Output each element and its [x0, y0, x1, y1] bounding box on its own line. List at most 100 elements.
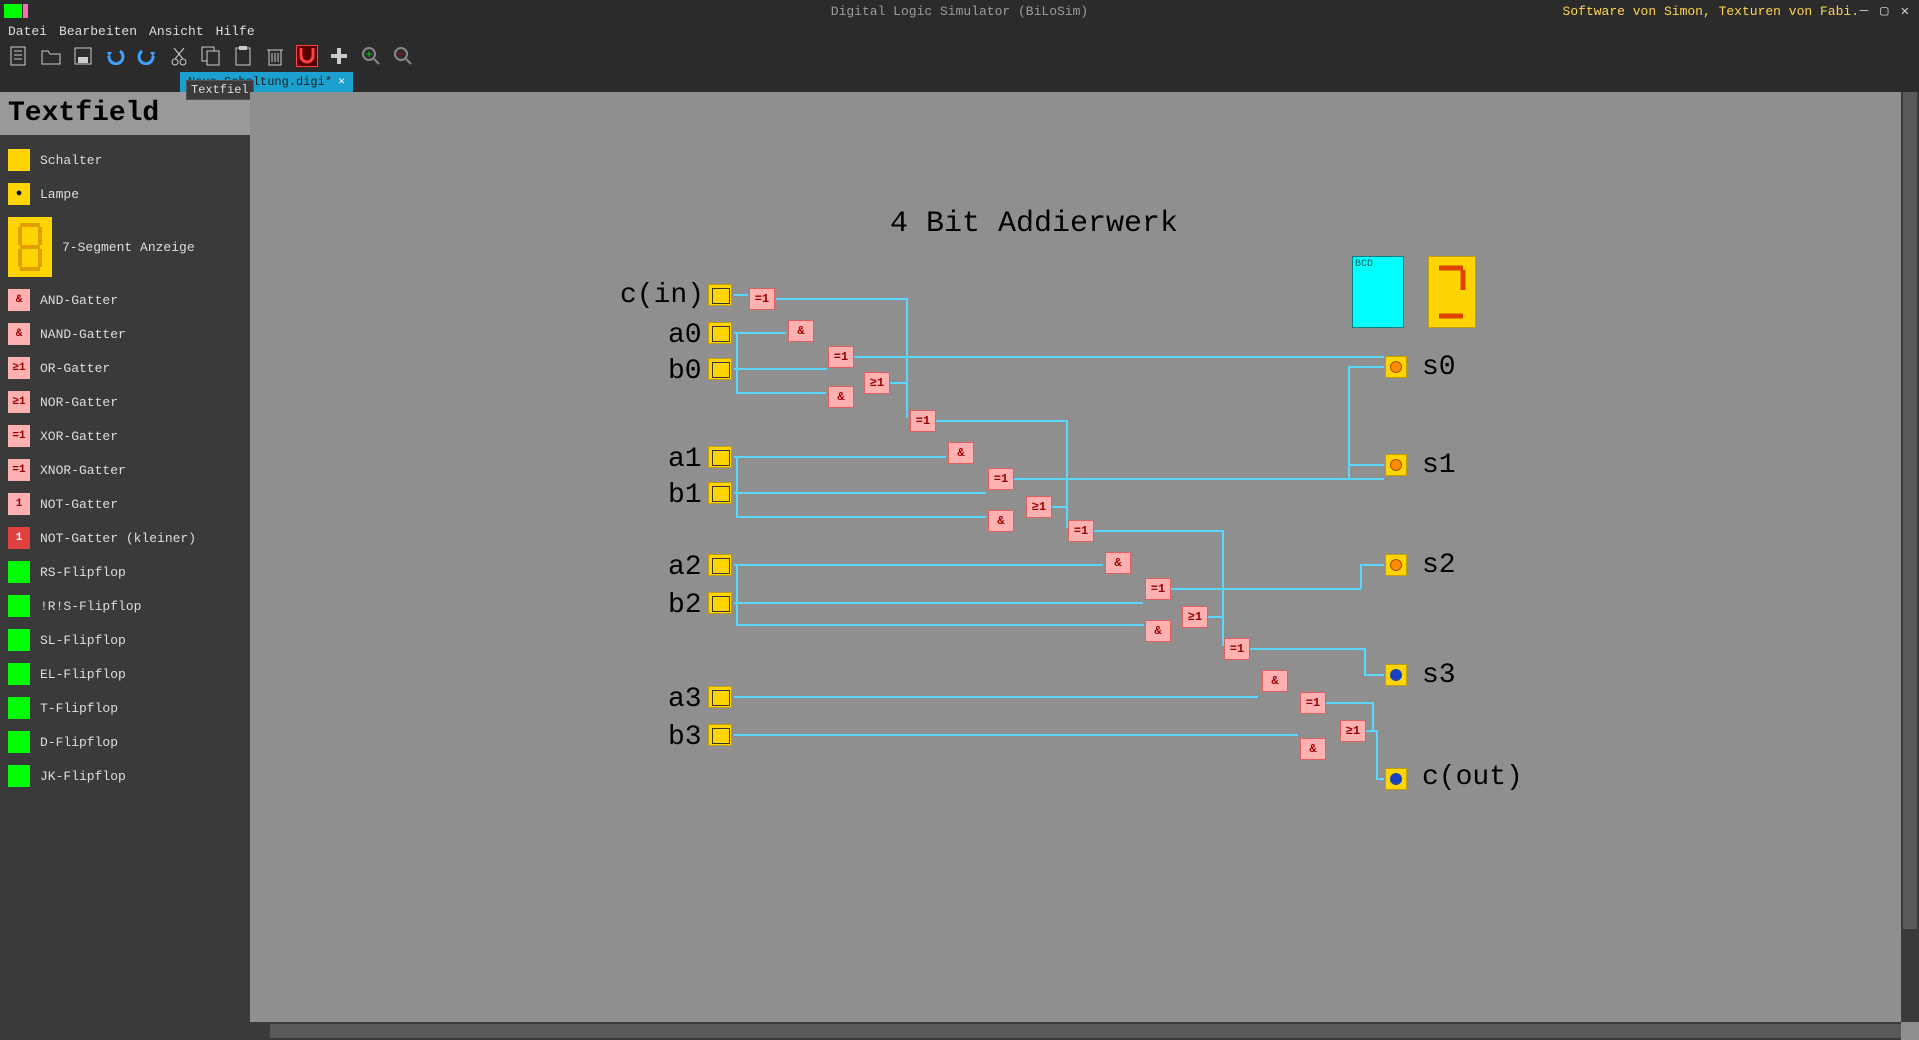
switch[interactable]: [708, 554, 732, 576]
new-file-icon[interactable]: [8, 45, 30, 67]
switch[interactable]: [708, 482, 732, 504]
scrollbar-horizontal[interactable]: [250, 1022, 1901, 1040]
output-label[interactable]: s0: [1422, 352, 1456, 383]
menu-datei[interactable]: Datei: [4, 22, 51, 42]
wire[interactable]: [734, 734, 1298, 736]
switch[interactable]: [708, 592, 732, 614]
wire[interactable]: [1052, 506, 1066, 508]
palette-item[interactable]: ●Lampe: [6, 177, 244, 211]
lamp[interactable]: [1385, 454, 1407, 476]
gate[interactable]: &: [1262, 670, 1288, 692]
wire[interactable]: [906, 382, 908, 418]
lamp[interactable]: [1385, 554, 1407, 576]
cut-icon[interactable]: [168, 45, 190, 67]
palette-item[interactable]: RS-Flipflop: [6, 555, 244, 589]
palette-item[interactable]: EL-Flipflop: [6, 657, 244, 691]
switch[interactable]: [708, 358, 732, 380]
wire[interactable]: [1376, 778, 1384, 780]
gate[interactable]: &: [1145, 620, 1171, 642]
wire[interactable]: [734, 602, 1143, 604]
gate[interactable]: &: [1300, 738, 1326, 760]
wire[interactable]: [1364, 674, 1384, 676]
wire[interactable]: [1171, 588, 1361, 590]
wire[interactable]: [734, 696, 1258, 698]
gate[interactable]: ≥1: [1026, 496, 1052, 518]
gate[interactable]: ≥1: [864, 372, 890, 394]
wire[interactable]: [736, 564, 738, 626]
seven-segment[interactable]: [1428, 256, 1476, 328]
wire[interactable]: [736, 392, 826, 394]
palette-item[interactable]: 7-Segment Anzeige: [6, 211, 244, 283]
close-icon[interactable]: ✕: [1901, 3, 1909, 20]
wire[interactable]: [1348, 464, 1384, 466]
gate[interactable]: =1: [910, 410, 936, 432]
input-label[interactable]: a0: [668, 320, 702, 351]
palette-item[interactable]: !R!S-Flipflop: [6, 589, 244, 623]
gate[interactable]: ≥1: [1340, 720, 1366, 742]
input-label[interactable]: b0: [668, 356, 702, 387]
wire[interactable]: [1014, 478, 1384, 480]
gate[interactable]: =1: [1224, 638, 1250, 660]
scrollbar-vertical[interactable]: [1901, 92, 1919, 1022]
switch[interactable]: [708, 686, 732, 708]
input-label[interactable]: b2: [668, 590, 702, 621]
output-label[interactable]: s2: [1422, 550, 1456, 581]
wire[interactable]: [1364, 648, 1366, 674]
wire[interactable]: [736, 516, 986, 518]
gate[interactable]: =1: [828, 346, 854, 368]
gate[interactable]: &: [988, 510, 1014, 532]
output-label[interactable]: c(out): [1422, 762, 1523, 793]
palette-item[interactable]: &NAND-Gatter: [6, 317, 244, 351]
palette-item[interactable]: SL-Flipflop: [6, 623, 244, 657]
wire[interactable]: [734, 456, 946, 458]
lamp[interactable]: [1385, 768, 1407, 790]
wire[interactable]: [936, 420, 1066, 422]
gate[interactable]: &: [1105, 552, 1131, 574]
wire[interactable]: [1366, 730, 1376, 732]
redo-icon[interactable]: [136, 45, 158, 67]
switch[interactable]: [708, 446, 732, 468]
add-icon[interactable]: [328, 45, 350, 67]
gate[interactable]: =1: [1300, 692, 1326, 714]
menu-hilfe[interactable]: Hilfe: [212, 22, 259, 42]
zoom-out-icon[interactable]: [392, 45, 414, 67]
wire[interactable]: [1372, 702, 1374, 730]
wire[interactable]: [1208, 616, 1222, 618]
wire[interactable]: [1360, 564, 1384, 566]
menu-bearbeiten[interactable]: Bearbeiten: [55, 22, 141, 42]
save-file-icon[interactable]: [72, 45, 94, 67]
gate[interactable]: =1: [1068, 520, 1094, 542]
wire[interactable]: [1094, 530, 1224, 532]
input-label[interactable]: b1: [668, 480, 702, 511]
input-label[interactable]: a1: [668, 444, 702, 475]
wire[interactable]: [734, 368, 827, 370]
input-label[interactable]: c(in): [620, 280, 704, 311]
palette-item[interactable]: =1XNOR-Gatter: [6, 453, 244, 487]
undo-icon[interactable]: [104, 45, 126, 67]
output-label[interactable]: s1: [1422, 450, 1456, 481]
gate[interactable]: &: [828, 386, 854, 408]
wire[interactable]: [736, 456, 738, 518]
wire[interactable]: [734, 294, 748, 296]
gate[interactable]: =1: [749, 288, 775, 310]
wire[interactable]: [1348, 366, 1350, 478]
switch[interactable]: [708, 322, 732, 344]
gate[interactable]: &: [948, 442, 974, 464]
zoom-in-icon[interactable]: [360, 45, 382, 67]
output-label[interactable]: s3: [1422, 660, 1456, 691]
menu-ansicht[interactable]: Ansicht: [145, 22, 208, 42]
input-label[interactable]: a2: [668, 552, 702, 583]
wire[interactable]: [736, 332, 738, 392]
wire[interactable]: [854, 356, 1384, 358]
lamp[interactable]: [1385, 356, 1407, 378]
palette-item[interactable]: JK-Flipflop: [6, 759, 244, 793]
wire[interactable]: [1360, 564, 1362, 588]
maximize-icon[interactable]: ▢: [1880, 3, 1888, 20]
palette-item[interactable]: =1XOR-Gatter: [6, 419, 244, 453]
gate[interactable]: =1: [1145, 578, 1171, 600]
circuit-title[interactable]: 4 Bit Addierwerk: [890, 207, 1178, 241]
palette-item[interactable]: &AND-Gatter: [6, 283, 244, 317]
palette-item[interactable]: D-Flipflop: [6, 725, 244, 759]
wire[interactable]: [1348, 366, 1384, 368]
snap-icon[interactable]: [296, 45, 318, 67]
